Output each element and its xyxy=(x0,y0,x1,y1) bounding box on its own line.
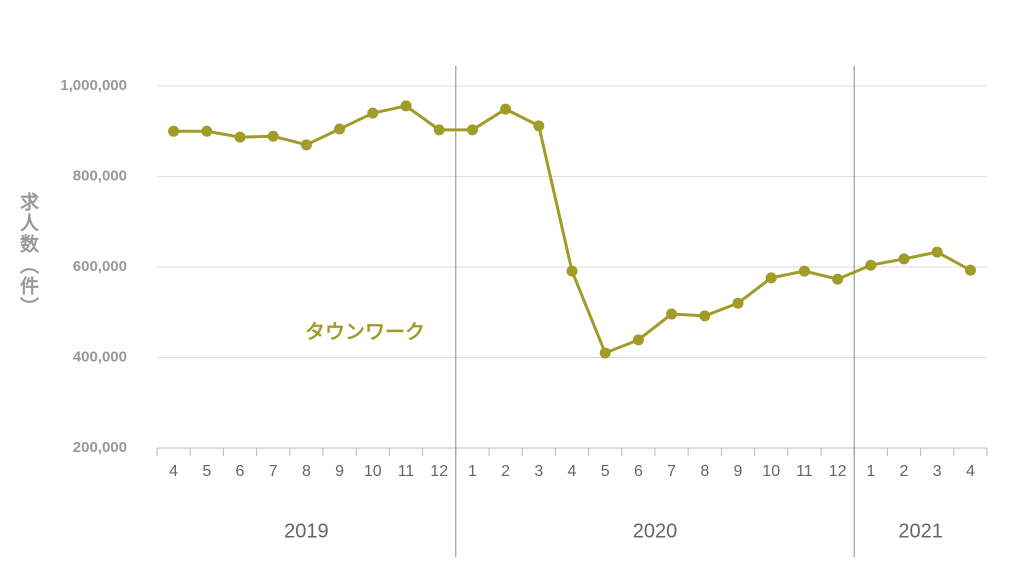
x-tick-label: 2 xyxy=(900,463,909,480)
x-tick-label: 9 xyxy=(335,463,344,480)
x-tick-label: 8 xyxy=(700,463,709,480)
y-tick-label: 200,000 xyxy=(73,439,127,456)
x-tick-label: 2 xyxy=(501,463,510,480)
x-tick-label: 11 xyxy=(796,463,813,480)
x-tick-label: 3 xyxy=(534,463,543,480)
point xyxy=(732,297,744,309)
point xyxy=(798,265,810,277)
x-tick-label: 1 xyxy=(468,463,477,480)
point xyxy=(367,107,379,119)
x-tick-label: 7 xyxy=(667,463,676,480)
y-tick-label: 1,000,000 xyxy=(60,77,127,94)
y-tick-label: 400,000 xyxy=(73,348,127,365)
year-label: 2021 xyxy=(898,520,943,542)
point xyxy=(400,100,412,112)
point xyxy=(433,124,445,136)
point xyxy=(599,347,611,359)
point xyxy=(466,124,478,136)
x-tick-label: 6 xyxy=(634,463,643,480)
point xyxy=(964,264,976,276)
x-tick-label: 10 xyxy=(762,463,780,480)
point xyxy=(931,246,943,258)
x-tick-label: 6 xyxy=(236,463,245,480)
y-tick-label: 800,000 xyxy=(73,167,127,184)
x-tick-label: 5 xyxy=(202,463,211,480)
point xyxy=(865,259,877,271)
x-tick-label: 10 xyxy=(364,463,382,480)
x-tick-label: 3 xyxy=(933,463,942,480)
point xyxy=(666,308,678,320)
point xyxy=(500,103,512,115)
point xyxy=(267,130,279,142)
point xyxy=(832,273,844,285)
x-tick-label: 9 xyxy=(734,463,743,480)
year-label: 2019 xyxy=(284,520,329,542)
x-tick-label: 11 xyxy=(398,463,415,480)
x-tick-label: 7 xyxy=(269,463,278,480)
point xyxy=(334,123,346,135)
x-tick-label: 4 xyxy=(966,463,975,480)
point xyxy=(566,265,578,277)
point xyxy=(699,310,711,322)
x-tick-label: 12 xyxy=(430,463,448,480)
y-axis-label: 求人数（件） xyxy=(17,191,39,318)
x-tick-label: 5 xyxy=(601,463,610,480)
point xyxy=(300,139,312,151)
point xyxy=(765,272,777,284)
series-label: タウンワーク xyxy=(305,320,425,343)
x-tick-label: 4 xyxy=(169,463,178,480)
point xyxy=(533,120,545,132)
x-tick-label: 8 xyxy=(302,463,311,480)
line xyxy=(173,104,972,355)
point xyxy=(201,125,213,137)
point xyxy=(898,253,910,265)
year-label: 2020 xyxy=(633,520,678,542)
point xyxy=(234,131,246,143)
x-tick-label: 4 xyxy=(568,463,577,480)
y-tick-label: 600,000 xyxy=(73,258,127,275)
x-tick-label: 1 xyxy=(866,463,875,480)
point xyxy=(168,125,180,137)
point xyxy=(632,334,644,346)
x-tick-label: 12 xyxy=(829,463,847,480)
